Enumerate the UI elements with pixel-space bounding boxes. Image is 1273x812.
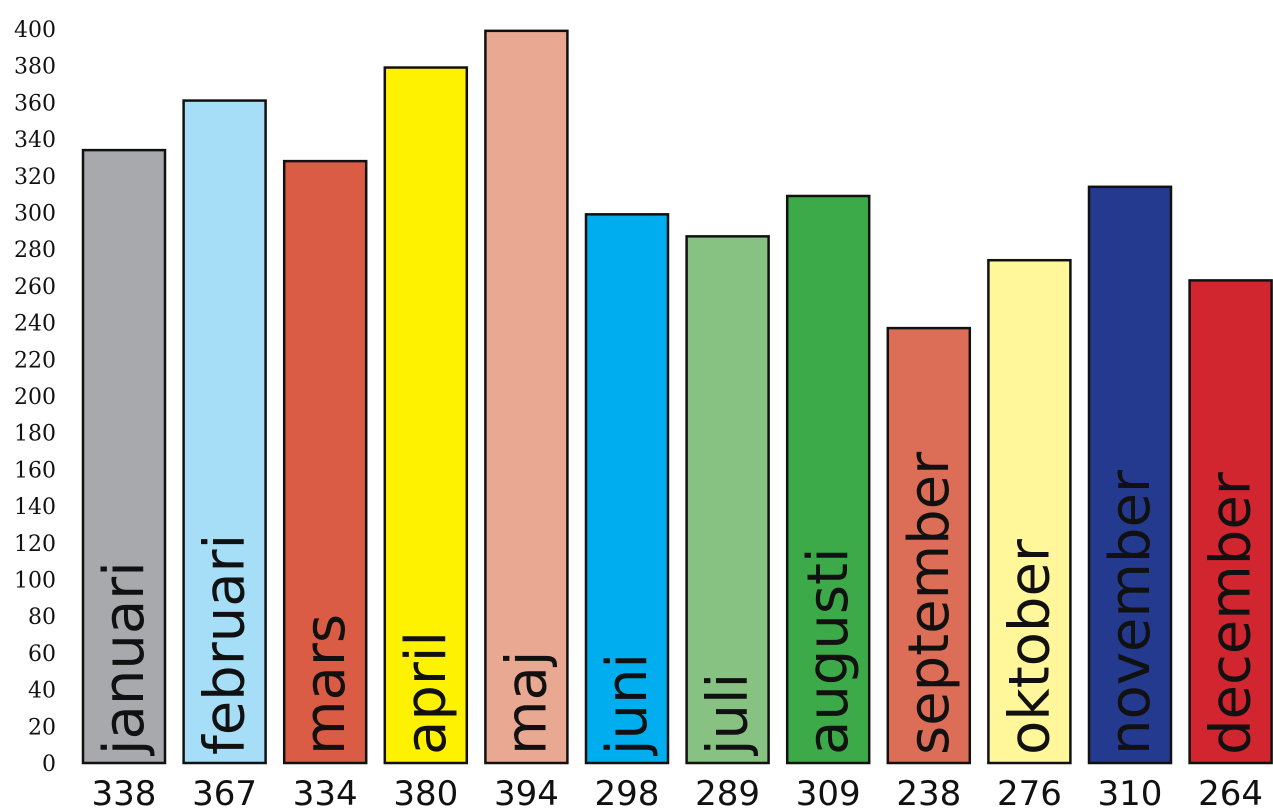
y-tick-label: 60 [28, 642, 56, 667]
bar-group-juni: juni [584, 213, 670, 765]
bar-group-januari: januari [81, 148, 167, 765]
bar-juli [685, 235, 770, 765]
bar-value-label: 338 [92, 774, 157, 812]
bar-value-label: 380 [393, 774, 458, 812]
bar-mars [282, 159, 368, 765]
y-tick-label: 400 [14, 18, 56, 43]
y-tick-label: 160 [14, 458, 56, 483]
bar-value-label: 367 [192, 774, 257, 812]
bar-group-april: april [383, 66, 469, 765]
bar-group-juli: juli [685, 235, 770, 765]
y-tick-label: 240 [14, 312, 56, 337]
bars-group: januari februari mars april maj juni juli augus… [81, 29, 1273, 765]
bar-value-label: 310 [1098, 774, 1163, 812]
y-tick-label: 380 [14, 55, 56, 80]
bar-maj [484, 29, 569, 765]
y-tick-label: 280 [14, 238, 56, 263]
bar-category-label: oktober [997, 538, 1062, 755]
bar-category-label: januari [92, 561, 157, 757]
y-tick-label: 260 [14, 275, 56, 300]
y-tick-label: 180 [14, 422, 56, 447]
bar-group-augusti: augusti [785, 194, 871, 765]
bar-value-label: 334 [293, 774, 358, 812]
bar-category-label: augusti [796, 547, 861, 755]
y-tick-label: 100 [14, 569, 56, 594]
bar-value-label: 309 [796, 774, 861, 812]
bar-value-label: 238 [896, 774, 961, 812]
bar-category-label: maj [494, 651, 559, 755]
bar-group-september: september [886, 326, 972, 765]
bar-oktober [987, 258, 1072, 765]
bar-value-label: 264 [1198, 774, 1263, 812]
y-tick-label: 200 [14, 385, 56, 410]
bar-category-label: juli [696, 673, 761, 757]
bar-category-label: februari [193, 534, 258, 755]
y-tick-label: 220 [14, 348, 56, 373]
y-tick-label: 300 [14, 202, 56, 227]
bar-group-oktober: oktober [987, 258, 1072, 765]
y-tick-label: 40 [28, 679, 56, 704]
y-tick-label: 0 [42, 752, 56, 777]
y-tick-label: 20 [28, 715, 56, 740]
value-labels-group: 338 367 334 380 394 298 289 309 238 276 310 264 [92, 774, 1264, 812]
y-tick-label: 140 [14, 495, 56, 520]
bar-augusti [785, 194, 871, 765]
bar-value-label: 276 [997, 774, 1062, 812]
y-tick-label: 80 [28, 605, 56, 630]
bar-december [1188, 279, 1273, 765]
bar-september [886, 326, 972, 765]
bar-category-label: november [1098, 469, 1163, 755]
bar-juni [584, 213, 670, 765]
y-tick-label: 320 [14, 165, 56, 190]
bar-category-label: juni [595, 653, 660, 757]
bar-category-label: april [394, 631, 459, 755]
bar-group-februari: februari [182, 99, 267, 765]
y-axis: 0 20 40 60 80 100 120 140 160 180 200 220 240 260 280 3… [14, 18, 56, 777]
bar-november [1087, 185, 1173, 765]
bar-value-label: 394 [494, 774, 559, 812]
y-tick-label: 340 [14, 128, 56, 153]
bar-category-label: mars [293, 614, 358, 755]
bar-value-label: 298 [595, 774, 660, 812]
bar-januari [81, 148, 167, 765]
bar-group-mars: mars [282, 159, 368, 765]
bar-category-label: september [897, 451, 962, 755]
bar-februari [182, 99, 267, 765]
bar-group-november: november [1087, 185, 1173, 765]
y-tick-label: 360 [14, 91, 56, 116]
y-tick-label: 120 [14, 532, 56, 557]
bar-group-maj: maj [484, 29, 569, 765]
bar-value-label: 289 [695, 774, 760, 812]
bar-april [383, 66, 469, 765]
bar-group-december: december [1188, 279, 1273, 765]
bar-category-label: december [1199, 471, 1264, 755]
